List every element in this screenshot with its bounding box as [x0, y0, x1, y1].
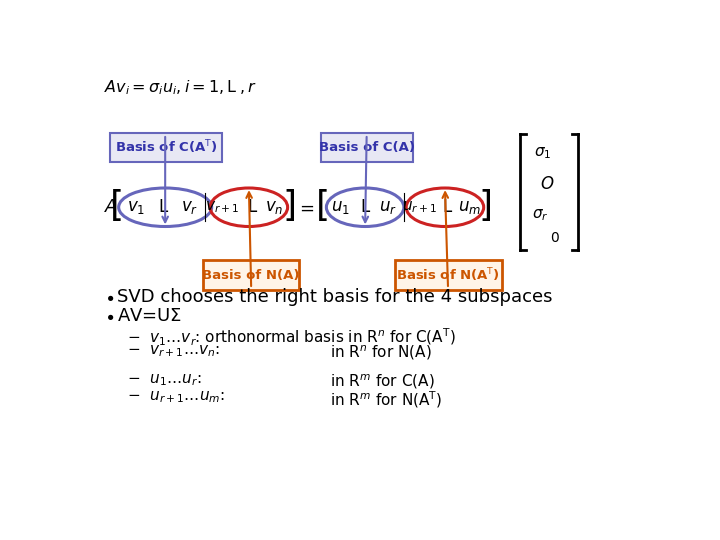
Text: $v_n$: $v_n$ [265, 198, 284, 216]
Text: Basis of C(A$^\mathsf{T}$): Basis of C(A$^\mathsf{T}$) [114, 138, 217, 156]
Text: Basis of N(A$^\mathsf{T}$): Basis of N(A$^\mathsf{T}$) [397, 266, 500, 284]
Text: [: [ [315, 188, 330, 222]
Text: $A$: $A$ [104, 198, 118, 216]
Text: $\bullet$: $\bullet$ [104, 288, 114, 306]
Text: $u_{r+1}$: $u_{r+1}$ [402, 199, 437, 215]
Text: $\mathrm{L}$: $\mathrm{L}$ [158, 198, 169, 216]
Text: $\mathrm{L}$: $\mathrm{L}$ [359, 198, 371, 216]
Text: $0$: $0$ [549, 231, 559, 245]
Text: $v_{r+1}$: $v_{r+1}$ [204, 199, 239, 215]
Text: $\mathrm{L}$: $\mathrm{L}$ [443, 198, 454, 216]
Text: $u_m$: $u_m$ [458, 198, 481, 216]
Text: SVD chooses the right basis for the 4 subspaces: SVD chooses the right basis for the 4 su… [117, 288, 553, 306]
Text: Basis of C(A): Basis of C(A) [319, 141, 415, 154]
Text: AV=U$\Sigma$: AV=U$\Sigma$ [117, 307, 182, 325]
Text: in R$^m$ for C(A): in R$^m$ for C(A) [330, 373, 435, 392]
Text: in R$^n$ for N(A): in R$^n$ for N(A) [330, 343, 432, 362]
Text: $=$: $=$ [296, 198, 315, 216]
Text: $-$  $u_1{\ldots}u_r$:: $-$ $u_1{\ldots}u_r$: [127, 373, 202, 388]
Text: $v_r$: $v_r$ [181, 198, 198, 216]
Text: $v_1$: $v_1$ [127, 198, 145, 216]
Text: [: [ [110, 188, 124, 222]
Text: $-$  $u_{r+1}{\ldots}u_m$:: $-$ $u_{r+1}{\ldots}u_m$: [127, 390, 225, 406]
Text: $Av_i = \sigma_i u_i, i = 1, \mathrm{L}\;, r$: $Av_i = \sigma_i u_i, i = 1, \mathrm{L}\… [104, 79, 257, 97]
FancyBboxPatch shape [395, 260, 503, 291]
Text: $u_1$: $u_1$ [331, 198, 350, 216]
Text: $\mathrm{L}$: $\mathrm{L}$ [247, 198, 258, 216]
FancyBboxPatch shape [203, 260, 300, 291]
Text: $\sigma_1$: $\sigma_1$ [534, 145, 552, 161]
Text: $\sigma_r$: $\sigma_r$ [532, 207, 549, 223]
Text: in R$^m$ for N(A$^\mathsf{T}$): in R$^m$ for N(A$^\mathsf{T}$) [330, 390, 443, 410]
Text: Basis of N(A): Basis of N(A) [202, 268, 300, 281]
FancyBboxPatch shape [321, 132, 413, 162]
Text: $-$  $v_1{\ldots}v_r$: orthonormal basis in R$^n$ for C(A$^\mathsf{T}$): $-$ $v_1{\ldots}v_r$: orthonormal basis … [127, 327, 456, 348]
Text: ]: ] [478, 188, 492, 222]
FancyBboxPatch shape [110, 132, 222, 162]
Text: ]: ] [283, 188, 297, 222]
Text: $\bullet$: $\bullet$ [104, 307, 114, 325]
Text: $u_r$: $u_r$ [379, 198, 397, 216]
Text: $-$  $v_{r+1}{\ldots}v_n$:: $-$ $v_{r+1}{\ldots}v_n$: [127, 343, 220, 359]
Text: $O$: $O$ [539, 175, 554, 193]
